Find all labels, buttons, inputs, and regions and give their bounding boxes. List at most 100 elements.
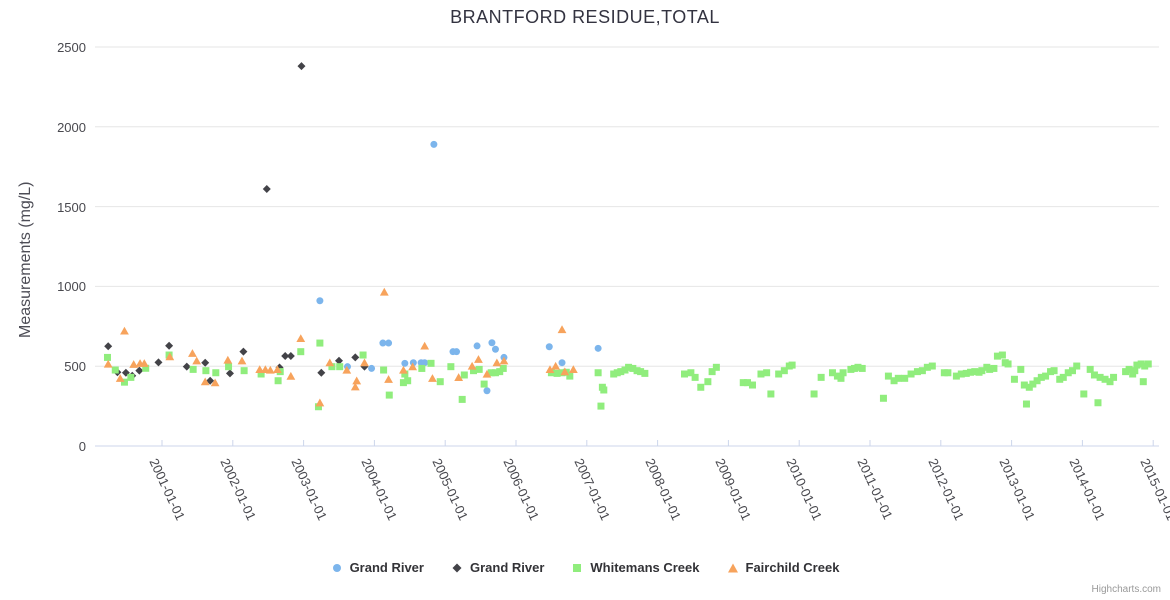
data-point-whitemans-creek[interactable] xyxy=(447,363,455,371)
data-point-grand-river[interactable] xyxy=(262,185,271,194)
data-point-whitemans-creek[interactable] xyxy=(1096,373,1104,381)
data-point-whitemans-creek[interactable] xyxy=(923,363,931,371)
data-point-grand-river[interactable] xyxy=(473,342,481,350)
data-point-fairchild-creek[interactable] xyxy=(210,378,220,387)
data-point-grand-river[interactable] xyxy=(135,366,144,375)
data-point-fairchild-creek[interactable] xyxy=(557,325,567,334)
data-point-whitemans-creek[interactable] xyxy=(1033,377,1041,385)
data-point-grand-river[interactable] xyxy=(401,359,409,367)
data-point-grand-river[interactable] xyxy=(239,347,248,356)
data-point-fairchild-creek[interactable] xyxy=(237,356,247,365)
data-point-fairchild-creek[interactable] xyxy=(408,362,418,371)
data-point-whitemans-creek[interactable] xyxy=(189,365,197,373)
data-point-fairchild-creek[interactable] xyxy=(129,360,139,368)
data-point-whitemans-creek[interactable] xyxy=(739,379,747,387)
data-point-fairchild-creek[interactable] xyxy=(428,374,437,382)
data-point-grand-river[interactable] xyxy=(335,356,343,365)
data-point-grand-river[interactable] xyxy=(182,362,191,371)
data-point-whitemans-creek[interactable] xyxy=(691,373,699,381)
data-point-fairchild-creek[interactable] xyxy=(296,334,306,343)
data-point-whitemans-creek[interactable] xyxy=(418,364,426,372)
data-point-whitemans-creek[interactable] xyxy=(704,378,712,386)
data-point-fairchild-creek[interactable] xyxy=(120,326,129,335)
data-point-fairchild-creek[interactable] xyxy=(188,349,197,357)
data-point-whitemans-creek[interactable] xyxy=(901,374,909,382)
data-point-whitemans-creek[interactable] xyxy=(610,370,618,378)
data-point-whitemans-creek[interactable] xyxy=(1073,362,1081,370)
data-point-whitemans-creek[interactable] xyxy=(757,370,765,378)
data-point-whitemans-creek[interactable] xyxy=(1010,375,1018,383)
data-point-whitemans-creek[interactable] xyxy=(1137,360,1145,368)
data-point-whitemans-creek[interactable] xyxy=(240,367,248,375)
data-point-whitemans-creek[interactable] xyxy=(316,339,324,347)
data-point-whitemans-creek[interactable] xyxy=(775,370,783,378)
data-point-fairchild-creek[interactable] xyxy=(454,373,464,381)
data-point-whitemans-creek[interactable] xyxy=(833,372,841,380)
data-point-whitemans-creek[interactable] xyxy=(314,403,322,411)
data-point-whitemans-creek[interactable] xyxy=(894,374,902,382)
data-point-grand-river[interactable] xyxy=(317,368,326,377)
data-point-whitemans-creek[interactable] xyxy=(1141,362,1149,370)
data-point-grand-river[interactable] xyxy=(154,358,163,367)
data-point-whitemans-creek[interactable] xyxy=(401,370,409,378)
data-point-whitemans-creek[interactable] xyxy=(884,372,892,380)
data-point-whitemans-creek[interactable] xyxy=(297,348,305,356)
data-point-whitemans-creek[interactable] xyxy=(142,364,150,372)
data-point-fairchild-creek[interactable] xyxy=(286,371,296,380)
data-point-whitemans-creek[interactable] xyxy=(499,364,507,372)
data-point-fairchild-creek[interactable] xyxy=(350,382,360,391)
legend-item-grand-river-1[interactable]: Grand River xyxy=(451,560,544,575)
data-point-grand-river[interactable] xyxy=(430,140,438,148)
data-point-grand-river[interactable] xyxy=(316,297,324,305)
data-point-whitemans-creek[interactable] xyxy=(890,377,898,385)
data-point-whitemans-creek[interactable] xyxy=(967,368,975,376)
data-point-whitemans-creek[interactable] xyxy=(594,369,602,377)
data-point-whitemans-creek[interactable] xyxy=(907,370,915,378)
data-point-whitemans-creek[interactable] xyxy=(487,369,495,377)
data-point-whitemans-creek[interactable] xyxy=(1106,378,1114,386)
data-point-whitemans-creek[interactable] xyxy=(460,371,468,379)
data-point-whitemans-creek[interactable] xyxy=(697,383,705,391)
data-point-whitemans-creek[interactable] xyxy=(944,369,952,377)
data-point-whitemans-creek[interactable] xyxy=(1029,380,1037,388)
data-point-whitemans-creek[interactable] xyxy=(1125,365,1133,373)
data-point-grand-river[interactable] xyxy=(488,339,496,347)
data-point-fairchild-creek[interactable] xyxy=(492,358,502,367)
data-point-grand-river[interactable] xyxy=(453,348,461,356)
data-point-fairchild-creek[interactable] xyxy=(200,377,210,386)
data-point-whitemans-creek[interactable] xyxy=(918,367,926,375)
data-point-whitemans-creek[interactable] xyxy=(600,386,608,394)
data-point-fairchild-creek[interactable] xyxy=(223,355,233,364)
data-point-grand-river[interactable] xyxy=(483,387,491,395)
data-point-whitemans-creek[interactable] xyxy=(913,368,921,376)
data-point-whitemans-creek[interactable] xyxy=(1042,372,1050,380)
data-point-grand-river[interactable] xyxy=(421,359,429,367)
data-point-grand-river[interactable] xyxy=(225,369,234,378)
data-point-whitemans-creek[interactable] xyxy=(225,363,233,371)
data-point-whitemans-creek[interactable] xyxy=(681,370,689,378)
data-point-whitemans-creek[interactable] xyxy=(1037,373,1045,381)
data-point-whitemans-creek[interactable] xyxy=(597,402,605,410)
legend-item-grand-river-0[interactable]: Grand River xyxy=(331,560,424,575)
data-point-whitemans-creek[interactable] xyxy=(858,364,866,372)
data-point-whitemans-creek[interactable] xyxy=(837,374,845,382)
data-point-whitemans-creek[interactable] xyxy=(962,369,970,377)
data-point-whitemans-creek[interactable] xyxy=(212,369,220,377)
data-point-whitemans-creek[interactable] xyxy=(336,363,344,371)
data-point-whitemans-creek[interactable] xyxy=(1139,378,1147,386)
data-point-fairchild-creek[interactable] xyxy=(482,369,492,378)
data-point-grand-river[interactable] xyxy=(104,342,113,351)
data-point-whitemans-creek[interactable] xyxy=(625,363,633,371)
data-point-whitemans-creek[interactable] xyxy=(257,370,265,378)
data-point-whitemans-creek[interactable] xyxy=(879,394,887,402)
data-point-fairchild-creek[interactable] xyxy=(342,365,352,374)
data-point-fairchild-creek[interactable] xyxy=(420,341,430,350)
data-point-whitemans-creek[interactable] xyxy=(687,369,695,377)
data-point-whitemans-creek[interactable] xyxy=(103,353,111,361)
data-point-fairchild-creek[interactable] xyxy=(265,365,275,374)
credits-link[interactable]: Highcharts.com xyxy=(1091,584,1161,595)
data-point-fairchild-creek[interactable] xyxy=(379,287,389,296)
data-point-fairchild-creek[interactable] xyxy=(568,365,578,373)
data-point-whitemans-creek[interactable] xyxy=(1110,373,1118,381)
